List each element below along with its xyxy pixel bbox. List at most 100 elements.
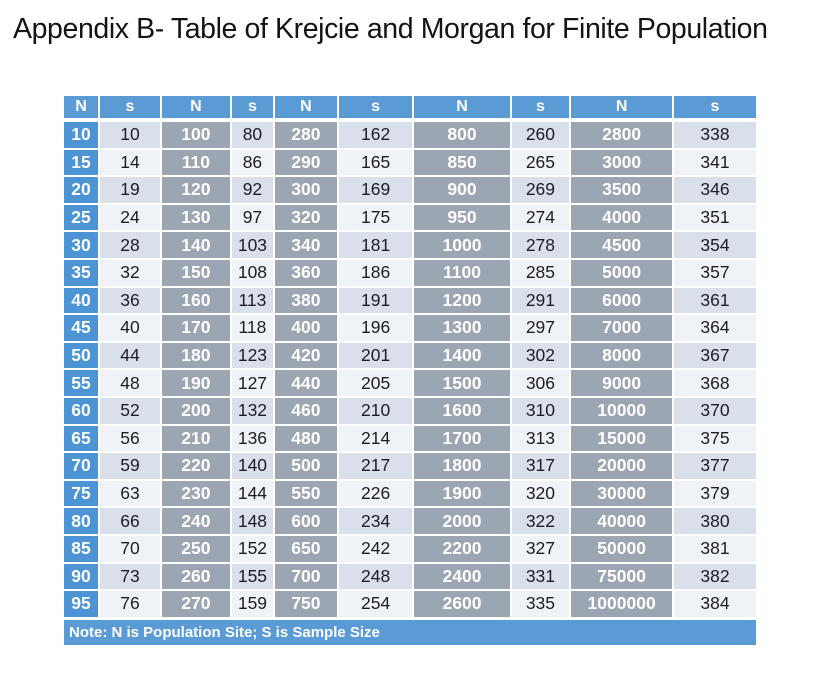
population-size-cell: 290: [272, 147, 339, 178]
population-size-cell: 200: [159, 395, 232, 426]
sample-size-cell: 48: [98, 368, 162, 398]
table-row: 75 63 230 144 550 226 1900 320 30000 379: [61, 478, 759, 509]
population-size-cell: 270: [159, 589, 232, 619]
sample-size-cell: 351: [671, 202, 759, 233]
sample-size-cell: 260: [509, 119, 572, 150]
population-size-cell: 60: [61, 395, 101, 426]
sample-size-cell: 152: [229, 533, 275, 564]
population-size-cell: 1400: [412, 340, 512, 371]
population-size-cell: 950: [412, 202, 512, 233]
sample-size-cell: 234: [336, 506, 415, 536]
population-size-cell: 65: [61, 423, 101, 454]
column-header: s: [98, 94, 162, 122]
population-size-cell: 1200: [412, 285, 512, 316]
population-size-cell: 280: [272, 119, 339, 150]
population-size-cell: 3500: [569, 175, 674, 205]
population-size-cell: 2400: [412, 561, 512, 592]
population-size-cell: 210: [159, 423, 232, 454]
population-size-cell: 20: [61, 175, 101, 205]
population-size-cell: 320: [272, 202, 339, 233]
population-size-cell: 1900: [412, 478, 512, 509]
population-size-cell: 180: [159, 340, 232, 371]
population-size-cell: 600: [272, 506, 339, 536]
population-size-cell: 750: [272, 589, 339, 619]
sample-size-cell: 70: [98, 533, 162, 564]
sample-size-cell: 191: [336, 285, 415, 316]
population-size-cell: 2000: [412, 506, 512, 536]
sample-size-cell: 132: [229, 395, 275, 426]
sample-size-cell: 331: [509, 561, 572, 592]
population-size-cell: 240: [159, 506, 232, 536]
population-size-cell: 170: [159, 313, 232, 343]
table-row: 40 36 160 113 380 191 1200 291 6000 361: [61, 285, 759, 316]
population-size-cell: 220: [159, 451, 232, 481]
population-size-cell: 90: [61, 561, 101, 592]
population-size-cell: 2800: [569, 119, 674, 150]
sample-size-cell: 76: [98, 589, 162, 619]
sample-size-cell: 108: [229, 257, 275, 288]
population-size-cell: 2600: [412, 589, 512, 619]
table-body: 10 10 100 80 280 162 800 260 2800 338 15 14 110 86 290…: [61, 119, 759, 619]
population-size-cell: 40000: [569, 506, 674, 536]
table-row: 50 44 180 123 420 201 1400 302 8000 367: [61, 340, 759, 371]
sample-size-cell: 384: [671, 589, 759, 619]
sample-size-cell: 370: [671, 395, 759, 426]
sample-size-cell: 165: [336, 147, 415, 178]
column-header: N: [569, 94, 674, 122]
sample-size-cell: 59: [98, 451, 162, 481]
sample-size-cell: 354: [671, 230, 759, 260]
population-size-cell: 3000: [569, 147, 674, 178]
population-size-cell: 35: [61, 257, 101, 288]
sample-size-cell: 310: [509, 395, 572, 426]
column-header: s: [229, 94, 275, 122]
population-size-cell: 1800: [412, 451, 512, 481]
population-size-cell: 1300: [412, 313, 512, 343]
population-size-cell: 4000: [569, 202, 674, 233]
table-row: 15 14 110 86 290 165 850 265 3000 341: [61, 147, 759, 178]
population-size-cell: 10: [61, 119, 101, 150]
population-size-cell: 900: [412, 175, 512, 205]
sample-size-cell: 113: [229, 285, 275, 316]
page-title: Appendix B- Table of Krejcie and Morgan …: [13, 13, 768, 45]
table-row: 80 66 240 148 600 234 2000 322 40000 380: [61, 506, 759, 536]
table-row: 55 48 190 127 440 205 1500 306 9000 368: [61, 368, 759, 398]
population-size-cell: 110: [159, 147, 232, 178]
sample-size-cell: 162: [336, 119, 415, 150]
sample-size-cell: 346: [671, 175, 759, 205]
population-size-cell: 1000000: [569, 589, 674, 619]
population-size-cell: 2200: [412, 533, 512, 564]
table-row: 60 52 200 132 460 210 1600 310 10000 370: [61, 395, 759, 426]
sample-size-cell: 254: [336, 589, 415, 619]
population-size-cell: 20000: [569, 451, 674, 481]
population-size-cell: 45: [61, 313, 101, 343]
population-size-cell: 1500: [412, 368, 512, 398]
sample-size-cell: 155: [229, 561, 275, 592]
population-size-cell: 420: [272, 340, 339, 371]
sample-size-cell: 201: [336, 340, 415, 371]
sample-size-cell: 382: [671, 561, 759, 592]
sample-size-cell: 144: [229, 478, 275, 509]
column-header: s: [671, 94, 759, 122]
sample-size-cell: 97: [229, 202, 275, 233]
column-header: N: [412, 94, 512, 122]
sample-size-cell: 248: [336, 561, 415, 592]
sample-size-cell: 56: [98, 423, 162, 454]
table-row: 90 73 260 155 700 248 2400 331 75000 382: [61, 561, 759, 592]
sample-size-cell: 127: [229, 368, 275, 398]
sample-size-cell: 368: [671, 368, 759, 398]
population-size-cell: 230: [159, 478, 232, 509]
table-row: 95 76 270 159 750 254 2600 335 1000000 384: [61, 589, 759, 619]
sample-size-cell: 367: [671, 340, 759, 371]
sample-size-cell: 136: [229, 423, 275, 454]
sample-size-cell: 123: [229, 340, 275, 371]
sample-size-cell: 380: [671, 506, 759, 536]
sample-size-cell: 148: [229, 506, 275, 536]
population-size-cell: 75000: [569, 561, 674, 592]
sample-size-cell: 322: [509, 506, 572, 536]
population-size-cell: 460: [272, 395, 339, 426]
sample-size-cell: 186: [336, 257, 415, 288]
sample-size-cell: 196: [336, 313, 415, 343]
population-size-cell: 85: [61, 533, 101, 564]
population-size-cell: 850: [412, 147, 512, 178]
